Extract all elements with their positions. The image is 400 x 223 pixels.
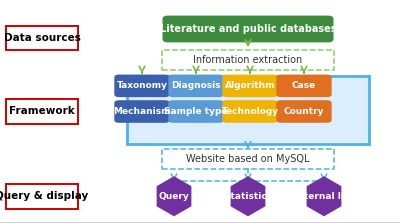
FancyBboxPatch shape — [277, 75, 331, 96]
Text: Country: Country — [284, 107, 324, 116]
Text: Statistics: Statistics — [224, 192, 272, 201]
FancyBboxPatch shape — [6, 99, 78, 124]
FancyBboxPatch shape — [6, 26, 78, 50]
Text: Query & display: Query & display — [0, 191, 89, 201]
Text: Query: Query — [159, 192, 189, 201]
FancyBboxPatch shape — [6, 184, 78, 209]
FancyBboxPatch shape — [162, 50, 334, 70]
FancyBboxPatch shape — [277, 101, 331, 122]
Text: Mechanism: Mechanism — [113, 107, 171, 116]
FancyBboxPatch shape — [163, 16, 333, 42]
FancyBboxPatch shape — [169, 101, 223, 122]
Text: Website based on MySQL: Website based on MySQL — [186, 155, 310, 164]
Text: Algorithm: Algorithm — [225, 81, 275, 90]
FancyBboxPatch shape — [115, 75, 169, 96]
Text: Diagnosis: Diagnosis — [171, 81, 221, 90]
Text: Technology: Technology — [222, 107, 278, 116]
Text: Case: Case — [292, 81, 316, 90]
Text: Information extraction: Information extraction — [193, 55, 303, 65]
FancyBboxPatch shape — [115, 101, 169, 122]
Polygon shape — [307, 176, 341, 216]
Polygon shape — [157, 176, 191, 216]
Text: Framework: Framework — [9, 107, 75, 116]
FancyBboxPatch shape — [169, 75, 223, 96]
FancyBboxPatch shape — [223, 101, 277, 122]
Text: Sample type: Sample type — [164, 107, 228, 116]
Text: Taxonomy: Taxonomy — [116, 81, 168, 90]
FancyBboxPatch shape — [162, 149, 334, 169]
Text: External link: External link — [292, 192, 356, 201]
FancyBboxPatch shape — [127, 76, 369, 145]
FancyBboxPatch shape — [223, 75, 277, 96]
Text: Data sources: Data sources — [4, 33, 80, 43]
Text: Literature and public databases: Literature and public databases — [160, 24, 336, 34]
Polygon shape — [231, 176, 265, 216]
